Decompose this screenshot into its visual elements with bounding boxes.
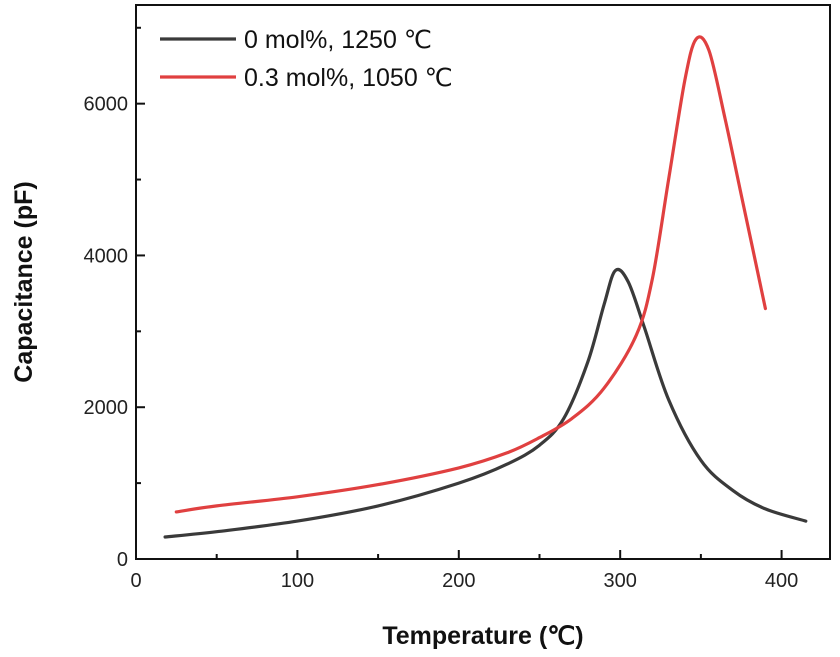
x-tick-label: 400 [765, 570, 798, 592]
series-lines [163, 35, 808, 539]
x-tick-label: 0 [130, 570, 141, 592]
legend: 0 mol%, 1250 ℃ 0.3 mol%, 1050 ℃ [160, 26, 453, 92]
y-tick-label: 0 [117, 549, 128, 571]
x-tick-label: 200 [442, 570, 475, 592]
y-tick-label: 2000 [84, 397, 129, 419]
series-line-1 [163, 267, 808, 539]
y-tick-label: 4000 [84, 245, 129, 267]
y-axis-title: Capacitance (pF) [10, 181, 38, 382]
x-tick-label: 100 [281, 570, 314, 592]
legend-label-2: 0.3 mol%, 1050 ℃ [244, 64, 453, 92]
x-tick-label: 300 [603, 570, 636, 592]
y-tick-label: 6000 [84, 94, 129, 116]
series-line-2 [174, 35, 767, 514]
legend-label-1: 0 mol%, 1250 ℃ [244, 26, 432, 54]
x-axis-title: Temperature (℃) [382, 622, 583, 650]
plot-frame [135, 4, 831, 560]
ticks [135, 26, 783, 560]
